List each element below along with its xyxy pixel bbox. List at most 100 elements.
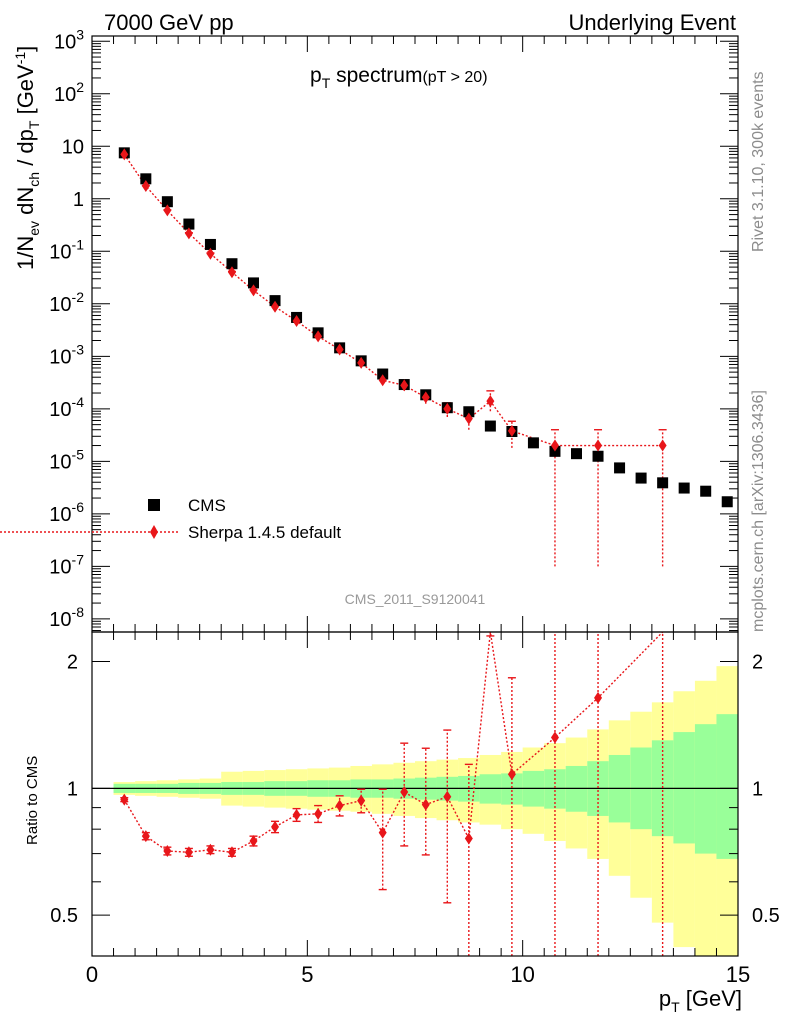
- x-tick-label: 0: [86, 962, 98, 987]
- y-tick-label-top: 10-3: [49, 341, 84, 368]
- ylabel-a-sub: ev: [26, 221, 42, 236]
- sherpa-point: [443, 402, 452, 415]
- x-axis-title: pT [GeV]: [659, 986, 742, 1015]
- header-right: Underlying Event: [568, 10, 736, 35]
- ylabel-a: 1/N: [13, 236, 38, 270]
- xlabel-unit: [GeV]: [680, 986, 742, 1011]
- y-tick-exp: 2: [76, 79, 84, 95]
- cms-point: [463, 406, 475, 418]
- cms-point: [592, 450, 604, 462]
- sherpa-point: [486, 395, 495, 408]
- ratio-line: [123, 631, 664, 854]
- y-tick-label-top: 10-8: [49, 604, 84, 631]
- ratio-data-layer: [120, 631, 664, 956]
- y-tick-label-top: 10: [62, 136, 84, 158]
- sherpa-point: [507, 424, 516, 437]
- xlabel-main: p: [659, 986, 671, 1011]
- y-tick-base: 10: [54, 31, 76, 53]
- sherpa-point: [314, 330, 323, 343]
- ratio-point: [141, 830, 150, 843]
- sherpa-point: [184, 227, 193, 240]
- y-tick-label-bottom: 2: [67, 652, 78, 674]
- ratio-point: [357, 794, 366, 807]
- ylabel-b: dN: [13, 187, 38, 221]
- cms-point: [657, 477, 669, 489]
- cms-point: [161, 196, 173, 208]
- sherpa-point: [335, 343, 344, 356]
- ratio-point: [271, 820, 280, 833]
- plot-title-p: p: [310, 64, 322, 87]
- xlabel-sub: T: [671, 999, 680, 1015]
- x-tick-label: 15: [726, 962, 750, 987]
- ratio-point: [206, 843, 215, 856]
- ylabel-d: [GeV: [13, 64, 38, 121]
- ratio-point: [227, 846, 236, 859]
- ylabel-b-sub: ch: [26, 172, 42, 187]
- sherpa-point: [249, 284, 258, 297]
- cms-point: [700, 485, 712, 497]
- header-left: 7000 GeV pp: [104, 10, 234, 35]
- cms-point: [204, 238, 216, 250]
- x-tick-label: 5: [301, 962, 313, 987]
- cms-point: [140, 173, 152, 185]
- plot-title-sub: T: [322, 75, 331, 91]
- y-tick-exp: -4: [72, 394, 85, 410]
- mcplots-label: mcplots.cern.ch [arXiv:1306.3436]: [750, 390, 767, 632]
- y-tick-exp: -2: [72, 289, 85, 305]
- legend: CMS Sherpa 1.4.5 default: [0, 496, 341, 542]
- cms-point: [678, 482, 690, 494]
- ratio-point: [464, 832, 473, 845]
- cms-point: [269, 295, 281, 307]
- legend-data-label: CMS: [188, 496, 226, 515]
- ratio-point: [400, 786, 409, 799]
- y-tick-base: 1: [73, 189, 84, 211]
- ratio-point: [292, 808, 301, 821]
- ratio-axis-ticks: 0 5 10 15 0.5 0.5 1 1 2 2: [50, 632, 780, 987]
- y-tick-base: 10: [62, 136, 84, 158]
- ratio-point: [163, 845, 172, 858]
- ylabel-c: / dp: [13, 129, 38, 172]
- cms-point: [614, 462, 626, 474]
- cms-point: [248, 277, 259, 289]
- cms-point: [484, 420, 496, 432]
- cms-point: [226, 258, 238, 270]
- y-tick-label-top: 10-7: [49, 551, 84, 578]
- cms-point: [527, 437, 539, 449]
- ratio-band-inner: [544, 769, 566, 809]
- y-tick-label-bottom-right: 0.5: [752, 905, 780, 927]
- ratio-point: [507, 768, 516, 781]
- sherpa-point: [292, 315, 301, 328]
- y-tick-exp: -3: [72, 341, 85, 357]
- ratio-point: [184, 846, 193, 859]
- cms-point: [183, 218, 195, 230]
- ratio-bands-layer: [92, 666, 738, 956]
- y-tick-label-bottom: 1: [67, 778, 78, 800]
- y-tick-label-top: 10-2: [49, 289, 84, 316]
- ylabel-d-sup: -1: [12, 52, 28, 65]
- ratio-point: [443, 790, 452, 803]
- spectrum-axis-ticks: 10-810-710-610-510-410-310-210-111010210…: [49, 26, 739, 632]
- ratio-point: [421, 798, 430, 811]
- plot-title-rest: spectrum: [330, 64, 422, 87]
- ratio-point: [594, 691, 603, 704]
- cms-point: [635, 472, 647, 484]
- sherpa-point: [227, 266, 236, 279]
- x-tick-label: 10: [510, 962, 534, 987]
- ylabel-e: ]: [13, 46, 38, 52]
- legend-mc-label: Sherpa 1.4.5 default: [188, 523, 341, 542]
- y-axis-title-top: 1/Nev dNch / dpT [GeV-1]: [12, 46, 42, 270]
- y-tick-exp: 3: [76, 26, 84, 42]
- legend-mc-marker: [150, 525, 158, 539]
- ratio-panel: 0 5 10 15 0.5 0.5 1 1 2 2: [50, 631, 780, 987]
- y-tick-label-bottom-right: 1: [752, 778, 763, 800]
- cms-point: [721, 496, 733, 508]
- y-tick-label-top: 10-6: [49, 499, 84, 526]
- ratio-band-inner: [716, 714, 738, 859]
- spectrum-frame: [91, 35, 739, 633]
- legend-data-marker: [148, 499, 160, 511]
- y-tick-label-bottom-right: 2: [752, 652, 763, 674]
- ratio-point: [550, 731, 559, 744]
- ratio-band-inner: [501, 773, 523, 805]
- sherpa-point: [594, 439, 603, 452]
